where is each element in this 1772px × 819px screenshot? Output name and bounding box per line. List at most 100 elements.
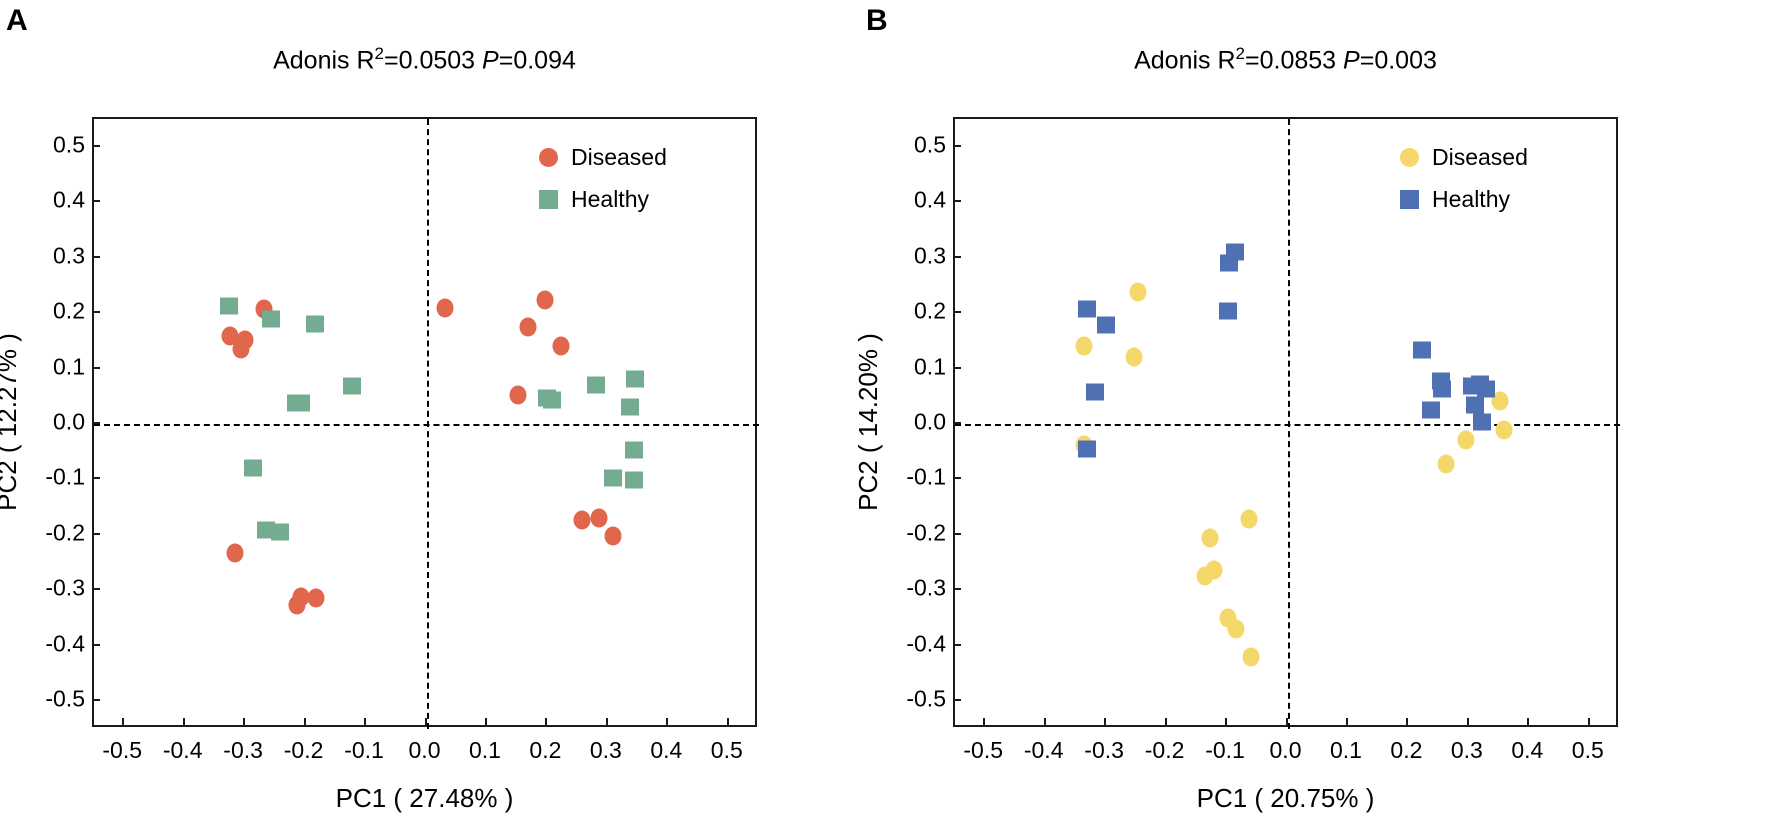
y-axis-tick (92, 255, 100, 258)
data-point-healthy (543, 391, 562, 409)
data-point-diseased (221, 326, 239, 346)
y-axis-tick (92, 699, 100, 702)
panel-a-title: Adonis R2=0.0503 P=0.094 (273, 44, 576, 75)
y-axis-tick (92, 422, 100, 424)
y-axis-tick-label: -0.4 (906, 630, 946, 657)
x-axis-tick (983, 718, 986, 726)
data-point-diseased (226, 543, 244, 563)
x-axis-tick (484, 718, 487, 726)
panel-a-legend: Diseased Healthy (539, 143, 667, 229)
y-axis-tick-label: 0.3 (914, 242, 946, 269)
data-point-diseased (590, 508, 608, 528)
y-axis-tick-label: -0.4 (45, 630, 85, 657)
data-point-diseased (573, 510, 591, 530)
legend-circle-icon (1400, 147, 1419, 167)
x-axis-tick-label: -0.3 (223, 737, 263, 763)
x-axis-tick-label: 0.1 (468, 737, 501, 763)
data-point-healthy (1412, 341, 1431, 359)
data-point-healthy (621, 398, 640, 416)
x-axis-tick (1406, 718, 1409, 726)
x-axis-tick (424, 718, 427, 726)
data-point-healthy (1473, 413, 1492, 431)
y-axis-tick (92, 643, 100, 646)
data-point-diseased (1205, 560, 1223, 580)
x-axis-tick-label: 0.5 (1571, 737, 1604, 763)
x-axis-tick (605, 718, 608, 726)
y-axis-tick (953, 532, 961, 535)
x-axis-title: PC1 ( 20.75% ) (1196, 783, 1375, 813)
y-axis-tick-label: 0.4 (914, 186, 946, 213)
x-axis-tick-label: 0.0 (1269, 737, 1302, 763)
data-point-diseased (1437, 454, 1455, 474)
y-axis-tick-label: -0.5 (906, 685, 946, 712)
y-axis-tick-label: 0.5 (53, 131, 85, 158)
data-point-diseased (1075, 336, 1093, 356)
x-axis-tick-label: 0.4 (1511, 737, 1544, 763)
data-point-healthy (1433, 380, 1452, 397)
x-axis-tick-label: -0.3 (1084, 737, 1124, 763)
horizontal-reference-line (955, 424, 1620, 426)
data-point-diseased (1242, 647, 1260, 667)
x-axis-tick (1225, 718, 1228, 726)
data-point-diseased (604, 526, 622, 546)
x-axis-tick (1527, 718, 1530, 726)
legend-item-healthy[interactable]: Healthy (1400, 186, 1528, 212)
y-axis-tick (92, 144, 100, 147)
y-axis-tick (92, 366, 100, 369)
y-axis-tick (92, 311, 100, 314)
data-point-healthy (624, 471, 643, 489)
x-axis-tick (1285, 718, 1288, 726)
y-axis-tick (953, 588, 961, 591)
y-axis-tick (953, 366, 961, 369)
y-axis-tick-label: 0.1 (914, 353, 946, 380)
data-point-healthy (1465, 396, 1484, 414)
legend-item-healthy[interactable]: Healthy (539, 186, 667, 212)
y-axis-tick-label: 0.4 (53, 186, 85, 213)
y-axis-tick (953, 311, 961, 314)
panel-a-letter: A (6, 4, 28, 37)
data-point-diseased (1457, 430, 1475, 450)
x-axis-tick-label: -0.2 (1144, 737, 1185, 763)
x-axis-tick (122, 718, 125, 726)
x-axis-tick (1587, 718, 1590, 726)
y-axis-tick (953, 255, 961, 258)
data-point-diseased (1129, 282, 1147, 302)
horizontal-reference-line (94, 424, 759, 426)
x-axis-tick-label: 0.3 (1450, 737, 1483, 763)
data-point-diseased (236, 330, 254, 350)
y-axis-tick-label: 0.0 (53, 408, 85, 435)
data-point-diseased (292, 587, 310, 607)
legend-item-diseased[interactable]: Diseased (1400, 144, 1528, 170)
y-axis-tick-label: 0.5 (914, 131, 946, 158)
y-axis-tick (953, 144, 961, 147)
data-point-healthy (1086, 383, 1105, 401)
data-point-diseased (536, 290, 554, 310)
y-axis-tick-label: -0.1 (906, 463, 946, 490)
data-point-diseased (1240, 509, 1258, 529)
panel-a-plot-area (92, 117, 759, 729)
data-point-diseased (509, 385, 527, 405)
x-axis-tick (182, 718, 185, 726)
y-axis-tick-label: -0.3 (906, 574, 946, 601)
panel-b-title: Adonis R2=0.0853 P=0.003 (1134, 44, 1437, 75)
data-point-healthy (270, 523, 289, 541)
x-axis-tick (1466, 718, 1469, 726)
data-point-healthy (1219, 302, 1238, 320)
data-point-healthy (603, 469, 622, 487)
y-axis-tick (92, 477, 100, 480)
y-axis-tick-label: 0.2 (914, 297, 946, 324)
x-axis-tick-label: 0.2 (1390, 737, 1423, 763)
data-point-diseased (1201, 528, 1218, 548)
data-point-diseased (1495, 420, 1513, 440)
x-axis-tick-label: 0.5 (710, 737, 743, 763)
data-point-healthy (626, 370, 645, 388)
legend-item-diseased[interactable]: Diseased (539, 143, 667, 170)
y-axis-tick (92, 588, 100, 591)
legend-label: Diseased (571, 143, 667, 170)
x-axis-tick (1164, 718, 1167, 726)
y-axis-tick (953, 643, 961, 646)
data-point-healthy (1097, 316, 1116, 334)
data-point-diseased (519, 317, 537, 337)
data-point-healthy (291, 394, 310, 412)
